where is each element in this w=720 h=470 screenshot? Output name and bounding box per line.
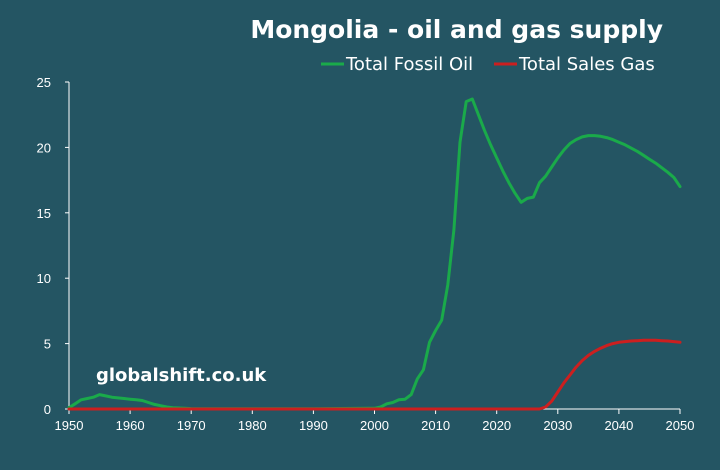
x-tick-label: 2040 bbox=[604, 418, 633, 433]
y-tick-label: 0 bbox=[44, 402, 51, 417]
y-tick-label: 25 bbox=[37, 75, 51, 90]
legend-label-oil: Total Fossil Oil bbox=[345, 54, 473, 75]
x-tick-label: 2050 bbox=[666, 418, 695, 433]
x-tick-label: 1960 bbox=[116, 418, 145, 433]
chart-title: Mongolia - oil and gas supply bbox=[250, 15, 663, 44]
x-tick-label: 2020 bbox=[482, 418, 511, 433]
watermark-text: globalshift.co.uk bbox=[96, 365, 267, 386]
x-tick-label: 2000 bbox=[360, 418, 389, 433]
legend: Total Fossil Oil Total Sales Gas bbox=[321, 54, 655, 75]
series-line-total-sales-gas bbox=[67, 338, 682, 411]
y-tick-label: 10 bbox=[37, 271, 51, 286]
axes: 0 5 10 15 20 25 1950 1960 1970 1980 1990 2000 2010 20… bbox=[37, 75, 695, 433]
y-tick-label: 5 bbox=[44, 337, 51, 352]
x-tick-label: 1990 bbox=[299, 418, 328, 433]
x-tick-label: 1950 bbox=[55, 418, 84, 433]
series-layer bbox=[67, 97, 682, 411]
x-tick-label: 1980 bbox=[238, 418, 267, 433]
x-tick-label: 1970 bbox=[177, 418, 206, 433]
y-tick-label: 20 bbox=[37, 140, 51, 155]
y-tick-label: 15 bbox=[37, 206, 51, 221]
series-line-total-fossil-oil bbox=[67, 97, 682, 411]
legend-label-gas: Total Sales Gas bbox=[518, 54, 655, 75]
x-tick-label: 2030 bbox=[543, 418, 572, 433]
x-tick-label: 2010 bbox=[421, 418, 450, 433]
